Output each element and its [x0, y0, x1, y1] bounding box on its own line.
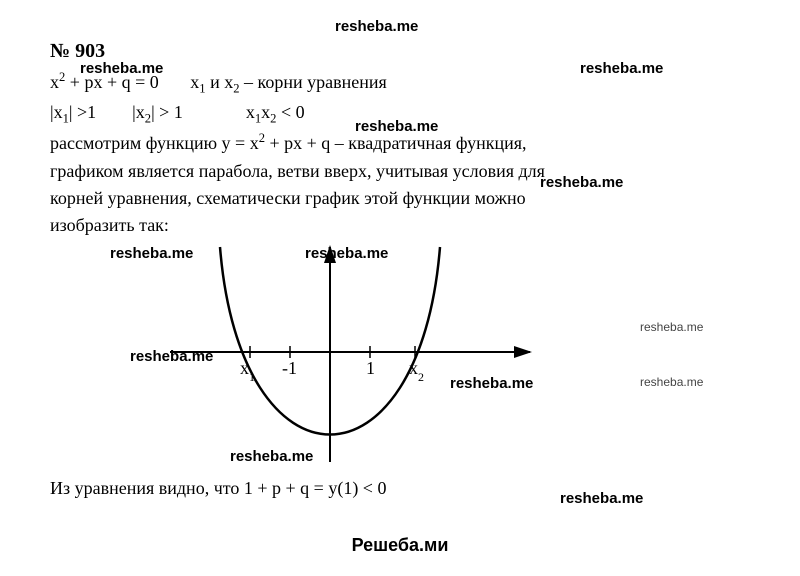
cond3: x1x2 < 0 — [246, 102, 305, 122]
watermark: resheba.me — [640, 320, 703, 334]
explain-line-1: рассмотрим функцию y = x2 + px + q – ква… — [50, 130, 750, 156]
svg-text:x2: x2 — [409, 358, 424, 384]
explain-line-4: изобразить так: — [50, 213, 750, 238]
explain-line-2: графиком является парабола, ветви вверх,… — [50, 159, 750, 184]
cond2: |x2| > 1 — [132, 102, 183, 122]
equation-line: x2 + px + q = 0 x1 и x2 – корни уравнени… — [50, 69, 750, 98]
conditions-line: |x1| >1 |x2| > 1 x1x2 < 0 — [50, 100, 750, 128]
cond1: |x1| >1 — [50, 102, 96, 122]
conclusion-line: Из уравнения видно, что 1 + p + q = y(1)… — [50, 476, 750, 501]
equation: x2 + px + q = 0 — [50, 72, 159, 92]
footer-brand: Решеба.ми — [0, 535, 800, 556]
problem-number: № 903 — [50, 40, 750, 63]
graph-svg: -11x1x2 — [130, 242, 550, 472]
parabola-graph: -11x1x2 — [130, 242, 550, 472]
roots-text: x1 и x2 – корни уравнения — [190, 72, 387, 92]
watermark: resheba.me — [335, 18, 418, 35]
svg-text:-1: -1 — [282, 358, 297, 378]
watermark: resheba.me — [640, 375, 703, 389]
svg-text:1: 1 — [366, 358, 375, 378]
explain-line-3: корней уравнения, схематически график эт… — [50, 186, 750, 211]
